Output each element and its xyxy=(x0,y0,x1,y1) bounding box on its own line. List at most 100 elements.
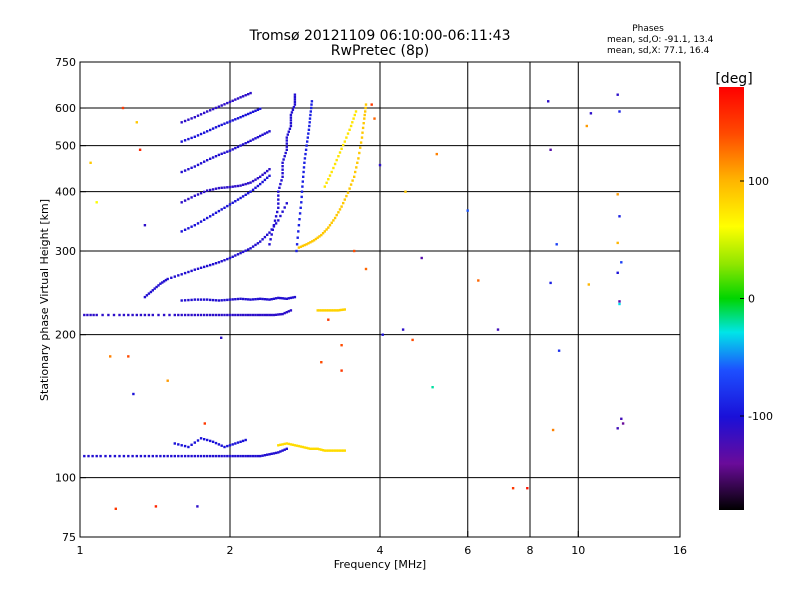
data-point xyxy=(301,185,304,188)
data-point xyxy=(302,175,305,178)
data-point xyxy=(239,144,242,147)
data-point xyxy=(83,454,86,458)
data-point xyxy=(297,230,300,233)
data-point xyxy=(223,454,226,458)
data-point xyxy=(183,199,187,202)
data-point xyxy=(263,313,267,317)
data-point xyxy=(273,219,277,222)
data-point xyxy=(287,310,290,313)
colorbar xyxy=(719,87,744,510)
data-point xyxy=(283,448,286,451)
data-point xyxy=(361,131,364,134)
data-point xyxy=(223,151,226,154)
y-tick-label: 75 xyxy=(62,531,76,544)
data-point xyxy=(153,287,156,290)
data-point xyxy=(241,454,245,458)
data-point xyxy=(234,313,237,317)
data-point xyxy=(162,280,166,283)
data-point xyxy=(217,209,221,213)
colorbar-tick-label: 100 xyxy=(748,175,769,188)
data-point xyxy=(89,313,92,317)
data-point xyxy=(358,151,361,155)
data-point xyxy=(295,243,299,246)
data-point xyxy=(300,195,303,199)
data-point xyxy=(249,454,252,458)
data-point xyxy=(325,228,328,231)
data-point xyxy=(226,101,229,105)
phase-stats-o: mean, sd,O: -91.1, 13.4 xyxy=(607,35,714,45)
data-point xyxy=(187,227,190,230)
data-point xyxy=(360,136,364,139)
data-point xyxy=(214,211,218,214)
data-point xyxy=(226,454,229,458)
data-point xyxy=(236,313,240,317)
data-point xyxy=(180,454,183,458)
data-point xyxy=(247,454,250,458)
data-point xyxy=(549,148,552,151)
data-point xyxy=(183,228,187,231)
data-point xyxy=(281,165,284,168)
data-point xyxy=(259,297,262,300)
data-point xyxy=(271,228,274,231)
data-point xyxy=(303,161,306,164)
data-point xyxy=(231,99,234,102)
data-point xyxy=(293,93,297,96)
data-point xyxy=(337,211,340,214)
data-point xyxy=(270,298,273,301)
data-point xyxy=(285,145,288,148)
data-point xyxy=(343,308,346,311)
data-point xyxy=(209,263,212,267)
data-point xyxy=(337,309,340,312)
data-point xyxy=(217,124,221,128)
data-point xyxy=(289,309,293,312)
data-point xyxy=(620,417,623,420)
data-point xyxy=(283,442,286,446)
data-point xyxy=(340,147,343,150)
data-point xyxy=(206,264,209,268)
chart-subtitle: RwPretec (8p) xyxy=(331,43,429,59)
colorbar-unit-label: [deg] xyxy=(715,71,752,87)
data-point xyxy=(247,298,250,301)
data-point xyxy=(206,313,209,317)
data-point xyxy=(211,188,215,191)
data-point xyxy=(325,309,328,312)
data-point xyxy=(272,452,276,455)
data-point xyxy=(234,254,237,257)
data-point xyxy=(199,454,203,458)
data-point xyxy=(190,313,193,317)
data-point xyxy=(206,189,209,192)
data-point xyxy=(214,126,218,129)
data-point xyxy=(305,243,308,246)
y-tick-label: 600 xyxy=(55,102,76,115)
data-point xyxy=(199,266,203,269)
data-point xyxy=(289,296,293,300)
data-point xyxy=(236,117,240,120)
data-point xyxy=(297,246,301,249)
data-point xyxy=(214,454,218,458)
data-point xyxy=(285,442,288,445)
data-point xyxy=(244,298,247,301)
data-point xyxy=(203,454,206,458)
data-point xyxy=(364,103,368,106)
data-point xyxy=(162,454,166,458)
data-point xyxy=(214,441,218,445)
data-point xyxy=(328,174,332,177)
data-point xyxy=(173,313,176,317)
data-point xyxy=(203,160,206,163)
data-point xyxy=(91,454,94,458)
data-point xyxy=(166,379,169,382)
data-point xyxy=(211,263,215,266)
data-point xyxy=(254,109,257,112)
data-point xyxy=(249,190,252,193)
data-point xyxy=(139,454,143,458)
data-point xyxy=(340,344,343,347)
data-point xyxy=(173,275,176,278)
data-point xyxy=(293,98,297,101)
data-point xyxy=(83,313,86,317)
data-point xyxy=(239,440,242,443)
data-point xyxy=(199,113,203,116)
data-point xyxy=(177,443,180,446)
data-point xyxy=(209,313,212,317)
data-point xyxy=(199,220,203,223)
data-point xyxy=(311,240,314,243)
